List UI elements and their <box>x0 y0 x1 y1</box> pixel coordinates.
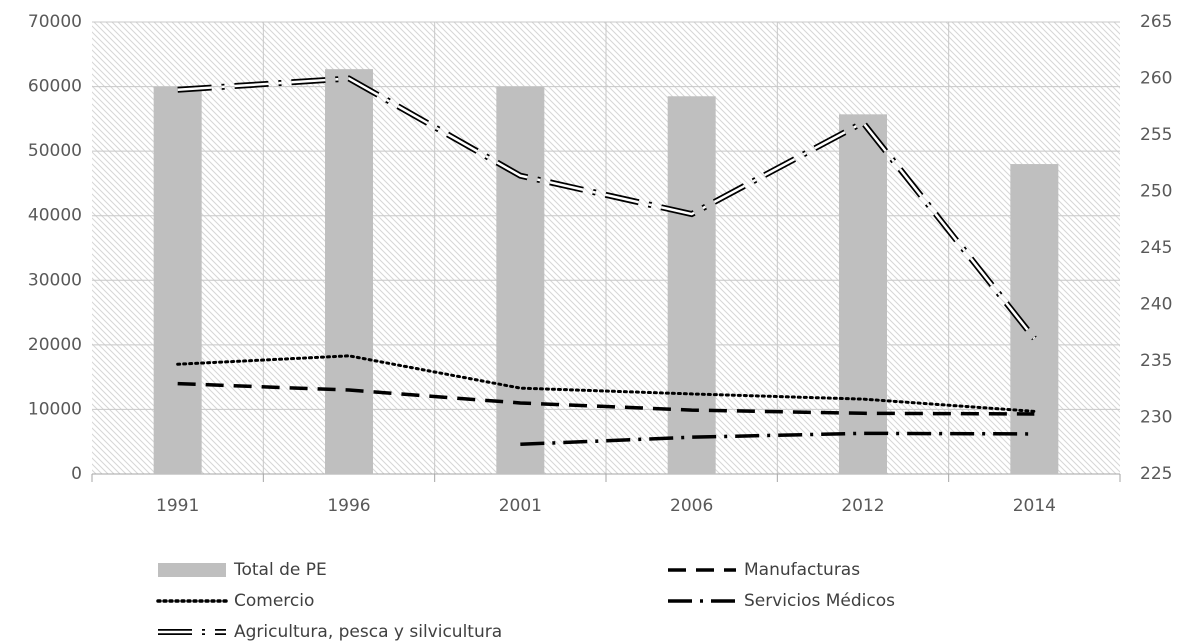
legend-label: Total de PE <box>233 560 327 580</box>
y2-tick-label: 240 <box>1140 295 1172 315</box>
x-tick-label: 2006 <box>670 496 713 516</box>
y-tick-label: 40000 <box>28 206 82 226</box>
bar <box>153 86 202 475</box>
bar <box>325 69 373 474</box>
y-tick-label: 10000 <box>28 399 82 419</box>
y2-tick-label: 260 <box>1140 69 1172 89</box>
y-tick-label: 50000 <box>28 141 82 161</box>
line-inner <box>177 77 1036 340</box>
bar <box>667 96 716 474</box>
y-tick-label: 60000 <box>28 77 82 97</box>
x-tick-label: 1991 <box>156 496 199 516</box>
y2-tick-label: 235 <box>1140 351 1172 371</box>
legend-label: Comercio <box>234 591 314 611</box>
line <box>177 381 1035 416</box>
y-tick-label: 0 <box>71 464 82 484</box>
legend-swatch <box>158 563 226 577</box>
y2-tick-label: 225 <box>1140 464 1172 484</box>
x-tick-label: 2014 <box>1013 496 1056 516</box>
bar <box>496 86 545 475</box>
y2-tick-label: 245 <box>1140 238 1172 258</box>
legend-label: Agricultura, pesca y silvicultura <box>234 622 502 642</box>
y-tick-label: 30000 <box>28 270 82 290</box>
y2-tick-label: 255 <box>1140 125 1172 145</box>
x-tick-label: 2012 <box>841 496 884 516</box>
y-tick-label: 70000 <box>28 12 82 32</box>
y-tick-label: 20000 <box>28 335 82 355</box>
legend-label: Servicios Médicos <box>744 591 895 611</box>
x-tick-label: 2001 <box>499 496 542 516</box>
y2-tick-label: 265 <box>1140 12 1172 32</box>
bar <box>839 114 887 474</box>
y2-tick-label: 230 <box>1140 408 1172 428</box>
y2-tick-label: 250 <box>1140 182 1172 202</box>
legend-label: Manufacturas <box>744 560 860 580</box>
x-tick-label: 1996 <box>327 496 370 516</box>
line <box>176 354 1036 413</box>
